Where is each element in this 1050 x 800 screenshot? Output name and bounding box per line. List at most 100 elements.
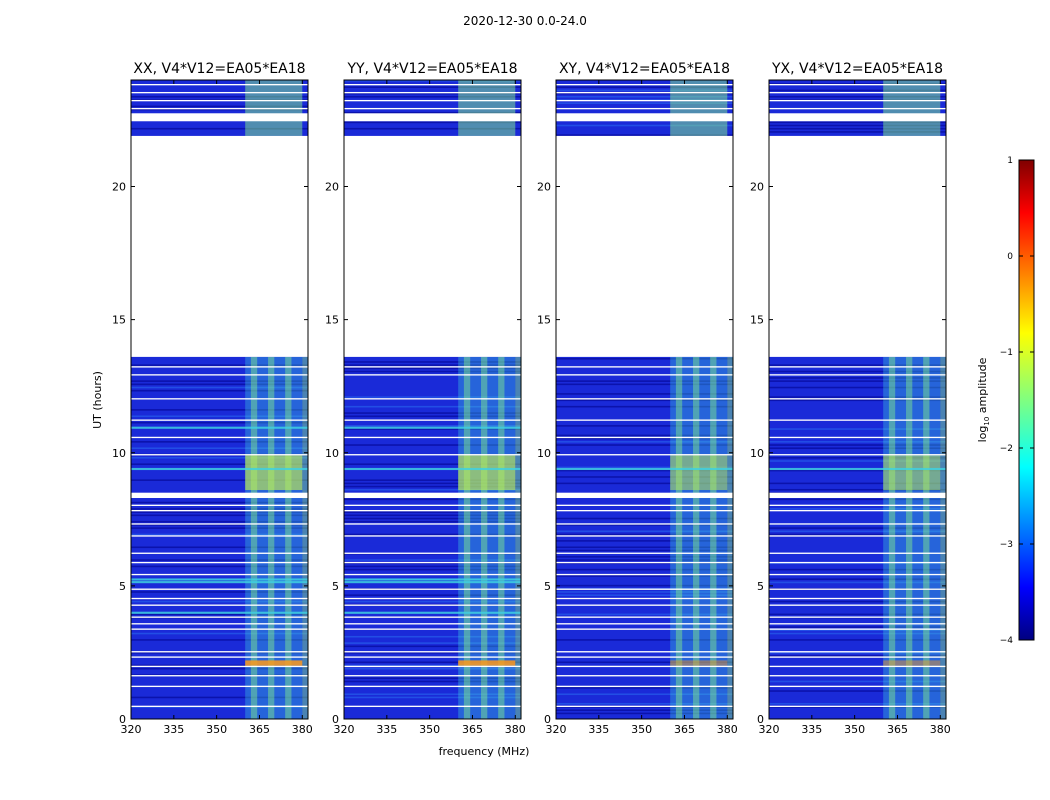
data-gap-line <box>769 651 946 653</box>
data-gap-line <box>131 588 308 590</box>
data-gap-line <box>131 366 308 368</box>
data-gap-line <box>769 91 946 94</box>
noise-row <box>769 370 946 373</box>
data-gap-line <box>131 705 308 708</box>
data-gap-line <box>556 561 733 564</box>
noise-row <box>131 527 308 529</box>
noise-row <box>131 565 308 568</box>
noise-row <box>131 639 308 641</box>
data-gap-line <box>556 91 733 94</box>
noise-row <box>769 600 946 603</box>
noise-row <box>131 667 308 670</box>
x-tick-label: 350 <box>419 723 440 736</box>
rfi-strong-region <box>670 455 728 491</box>
cyan-streak <box>131 467 308 471</box>
data-gap-line <box>344 623 521 625</box>
data-gap-line <box>769 604 946 606</box>
noise-row <box>344 664 521 667</box>
x-axis-label: frequency (MHz) <box>439 745 530 758</box>
noise-row <box>769 380 946 382</box>
x-tick-label: 350 <box>631 723 652 736</box>
noise-row <box>344 562 521 565</box>
y-tick-label: 5 <box>757 580 764 593</box>
cyan-streak <box>344 467 521 471</box>
data-gap-line <box>131 604 308 606</box>
noise-row <box>556 399 733 402</box>
rfi-peak <box>883 660 941 666</box>
noise-row <box>556 441 733 443</box>
noise-row <box>131 600 308 603</box>
data-gap-line <box>344 656 521 658</box>
colorbar-gradient <box>1018 159 1035 641</box>
data-gap-line <box>556 588 733 590</box>
data-gap-line <box>556 374 733 376</box>
colorbar-tick-label: 0 <box>1007 252 1013 262</box>
data-gap-line <box>769 665 946 668</box>
data-gap-line <box>556 523 733 525</box>
data-gap-line <box>556 509 733 512</box>
rfi-column <box>693 356 700 719</box>
noise-row <box>344 667 521 670</box>
noise-row <box>556 357 733 360</box>
noise-row <box>131 127 308 130</box>
noise-row <box>556 709 733 712</box>
rfi-band <box>458 356 516 719</box>
noise-row <box>131 559 308 561</box>
data-gap-line <box>131 436 308 439</box>
noise-row <box>769 121 946 124</box>
data-gap-line <box>131 535 308 537</box>
noise-row <box>556 613 733 616</box>
rfi-peak <box>458 660 516 666</box>
noise-row <box>131 632 308 635</box>
noise-row <box>131 364 308 366</box>
noise-row <box>131 501 308 504</box>
data-gap-line <box>344 509 521 512</box>
data-gap-line <box>131 675 308 677</box>
data-gap-line <box>769 535 946 537</box>
noise-row <box>344 86 521 88</box>
x-tick-label: 320 <box>546 723 567 736</box>
x-tick-label: 320 <box>334 723 355 736</box>
noise-row <box>131 108 308 111</box>
data-gap-line <box>556 504 733 506</box>
noise-row <box>344 415 521 418</box>
noise-row <box>769 127 946 130</box>
data-gap-line <box>344 597 521 600</box>
data-gap-line <box>556 628 733 630</box>
noise-row <box>556 482 733 485</box>
y-tick-label: 5 <box>544 580 551 593</box>
noise-row <box>769 124 946 127</box>
noise-row <box>556 584 733 587</box>
noise-row <box>556 86 733 88</box>
data-gap <box>344 135 521 357</box>
noise-row <box>769 632 946 635</box>
rfi-peak <box>670 660 728 666</box>
panel-title: XX, V4*V12=EA05*EA18 <box>133 61 305 77</box>
x-tick-label: 335 <box>376 723 397 736</box>
data-gap-line <box>556 616 733 618</box>
noise-row <box>556 444 733 446</box>
data-gap <box>131 135 308 357</box>
data-gap-line <box>556 665 733 668</box>
data-gap-line <box>344 685 521 688</box>
noise-row <box>769 469 946 472</box>
y-tick-label: 0 <box>544 713 551 726</box>
data-gap-line <box>769 523 946 525</box>
rfi-column <box>515 356 522 719</box>
panel-yx: YX, V4*V12=EA05*EA18 320 335 350 365 380 0 5 10 1… <box>750 61 951 736</box>
noise-row <box>131 463 308 465</box>
noise-row <box>556 546 733 549</box>
noise-row <box>556 661 733 664</box>
data-gap-line <box>344 604 521 606</box>
data-gap <box>131 113 308 122</box>
cyan-streak <box>769 467 946 471</box>
noise-row <box>769 131 946 133</box>
colorbar-label-subscript: 10 <box>983 417 991 426</box>
panel-frame <box>768 79 947 720</box>
cyan-streak <box>344 578 521 581</box>
noise-row <box>556 95 733 98</box>
rfi-column <box>906 356 913 719</box>
panels-group: XX, V4*V12=EA05*EA18 320 335 350 365 380 0 5 10 1… <box>112 61 951 736</box>
noise-row <box>769 457 946 459</box>
x-tick-label: 335 <box>801 723 822 736</box>
